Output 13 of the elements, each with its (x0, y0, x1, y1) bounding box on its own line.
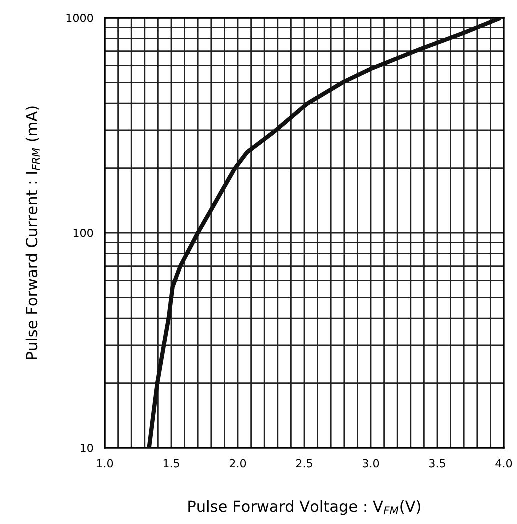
x-axis-title: Pulse Forward Voltage : V$_{FM}$(V) (188, 500, 420, 516)
y-axis-title: Pulse Forward Current : I$_{FRM}$ (mA) (26, 106, 40, 360)
y-tick-label: 100 (74, 228, 94, 238)
x-tick-label: 4.0 (496, 459, 512, 468)
line-series (147, 18, 501, 448)
x-tick-label: 1.5 (164, 459, 180, 468)
y-tick-label: 10 (80, 444, 94, 452)
x-tick-label: 1.0 (97, 459, 114, 468)
x-tick-label: 2.0 (230, 459, 246, 468)
y-tick-label: 1000 (66, 14, 94, 22)
x-tick-label: 2.5 (296, 459, 312, 468)
x-tick-label: 3.0 (363, 459, 380, 468)
x-tick-label: 3.5 (430, 459, 446, 468)
